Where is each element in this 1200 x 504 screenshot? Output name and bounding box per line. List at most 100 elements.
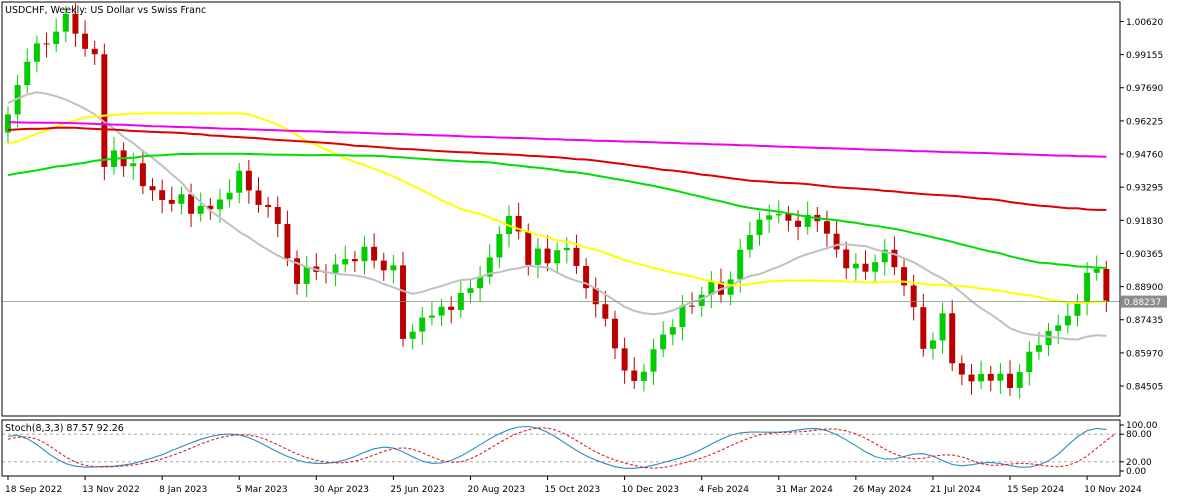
candle-body	[949, 313, 956, 364]
candle-body	[1035, 345, 1042, 352]
chart-title: USDCHF, Weekly: US Dollar vs Swiss Franc	[5, 5, 206, 16]
candle-body	[197, 205, 204, 214]
price-tick-label: 0.99155	[1126, 51, 1163, 61]
ma-line-ma50	[7, 112, 1107, 305]
price-tick-label: 0.91830	[1126, 217, 1163, 227]
candle-body	[24, 61, 31, 86]
candle-body	[775, 213, 782, 216]
candle-body	[255, 190, 262, 205]
candle-body	[544, 248, 551, 264]
stoch-level-label: 20.00	[1126, 458, 1152, 468]
candle-body	[891, 249, 898, 268]
candle-body	[901, 267, 908, 286]
stoch-label: Stoch(8,3,3) 87.57 92.26	[5, 423, 124, 434]
candle-body	[631, 370, 638, 381]
candle-body	[82, 33, 89, 49]
candle-body	[833, 233, 840, 250]
time-tick-label: 4 Feb 2024	[699, 485, 750, 495]
candle-body	[910, 285, 917, 308]
candle-body	[390, 265, 397, 271]
stoch-level-label: 80.00	[1126, 430, 1152, 440]
time-tick-label: 8 Jan 2023	[159, 485, 207, 495]
candle-body	[1074, 302, 1081, 316]
candle-body	[1084, 272, 1091, 303]
candle-body	[997, 373, 1004, 381]
candle-body	[467, 288, 474, 293]
stoch-level-label: 0.00	[1126, 467, 1146, 477]
candle-body	[245, 170, 252, 191]
candle-body	[515, 216, 522, 232]
current-price-badge	[1121, 295, 1167, 308]
candle-body	[1103, 268, 1110, 302]
candle-body	[216, 199, 223, 210]
time-tick-label: 15 Sep 2024	[1007, 485, 1064, 495]
candle-body	[843, 249, 850, 269]
candlesticks	[5, 3, 1110, 399]
candle-body	[303, 266, 310, 284]
candle-body	[207, 205, 214, 210]
candle-body	[737, 249, 744, 280]
candle-body	[371, 246, 378, 261]
ma-line-ma200	[7, 126, 1107, 211]
time-tick-label: 20 Aug 2023	[467, 485, 525, 495]
candle-body	[236, 170, 243, 193]
time-tick-label: 15 Oct 2023	[545, 485, 601, 495]
candle-body	[419, 317, 426, 332]
candle-body	[958, 363, 965, 375]
candle-body	[621, 348, 628, 371]
time-tick-label: 13 Nov 2022	[82, 485, 140, 495]
candle-body	[91, 48, 98, 55]
stoch-frame	[1, 419, 1121, 477]
candle-body	[823, 221, 830, 234]
candle-body	[698, 294, 705, 307]
price-tick-label: 0.84505	[1126, 383, 1163, 393]
candle-body	[650, 349, 657, 372]
candle-body	[438, 306, 445, 316]
candle-body	[14, 85, 21, 115]
candle-body	[766, 215, 773, 220]
time-tick-label: 25 Jun 2023	[390, 485, 444, 495]
time-axis: 18 Sep 2022 13 Nov 2022 8 Jan 2023 5 Mar 20…	[5, 476, 1142, 495]
stoch-main-line	[7, 425, 1107, 469]
time-tick-label: 26 May 2024	[853, 485, 912, 495]
candle-body	[274, 206, 281, 224]
candle-body	[573, 247, 580, 267]
candle-body	[987, 373, 994, 381]
price-tick-label: 0.94760	[1126, 151, 1163, 161]
candle-body	[168, 199, 175, 204]
candle-body	[361, 246, 368, 262]
candle-body	[525, 231, 532, 265]
candle-body	[968, 374, 975, 382]
price-tick-label: 0.85970	[1126, 349, 1163, 359]
candle-body	[660, 334, 667, 350]
candle-body	[477, 276, 484, 289]
time-tick-label: 10 Nov 2024	[1084, 485, 1142, 495]
candle-body	[881, 249, 888, 263]
candle-body	[1064, 315, 1071, 326]
frames	[1, 1, 1121, 477]
candle-body	[178, 194, 185, 204]
time-tick-label: 21 Jul 2024	[930, 485, 981, 495]
candle-body	[612, 318, 618, 349]
candle-body	[496, 234, 503, 258]
candle-body	[342, 258, 349, 265]
candle-body	[872, 262, 879, 272]
candle-body	[101, 54, 108, 167]
candle-body	[130, 163, 137, 167]
ma-line-ma100	[7, 152, 1107, 269]
candle-body	[708, 281, 715, 295]
candle-body	[689, 305, 696, 307]
candle-body	[448, 306, 455, 310]
candle-body	[351, 258, 358, 262]
candle-body	[1045, 330, 1052, 346]
candle-body	[72, 13, 79, 34]
price-tick-label: 0.90365	[1126, 250, 1163, 260]
candle-body	[756, 219, 763, 236]
candle-body	[592, 288, 599, 305]
stoch-level-label: 100.00	[1126, 421, 1158, 431]
candle-body	[139, 163, 146, 187]
candle-body	[1016, 372, 1023, 388]
